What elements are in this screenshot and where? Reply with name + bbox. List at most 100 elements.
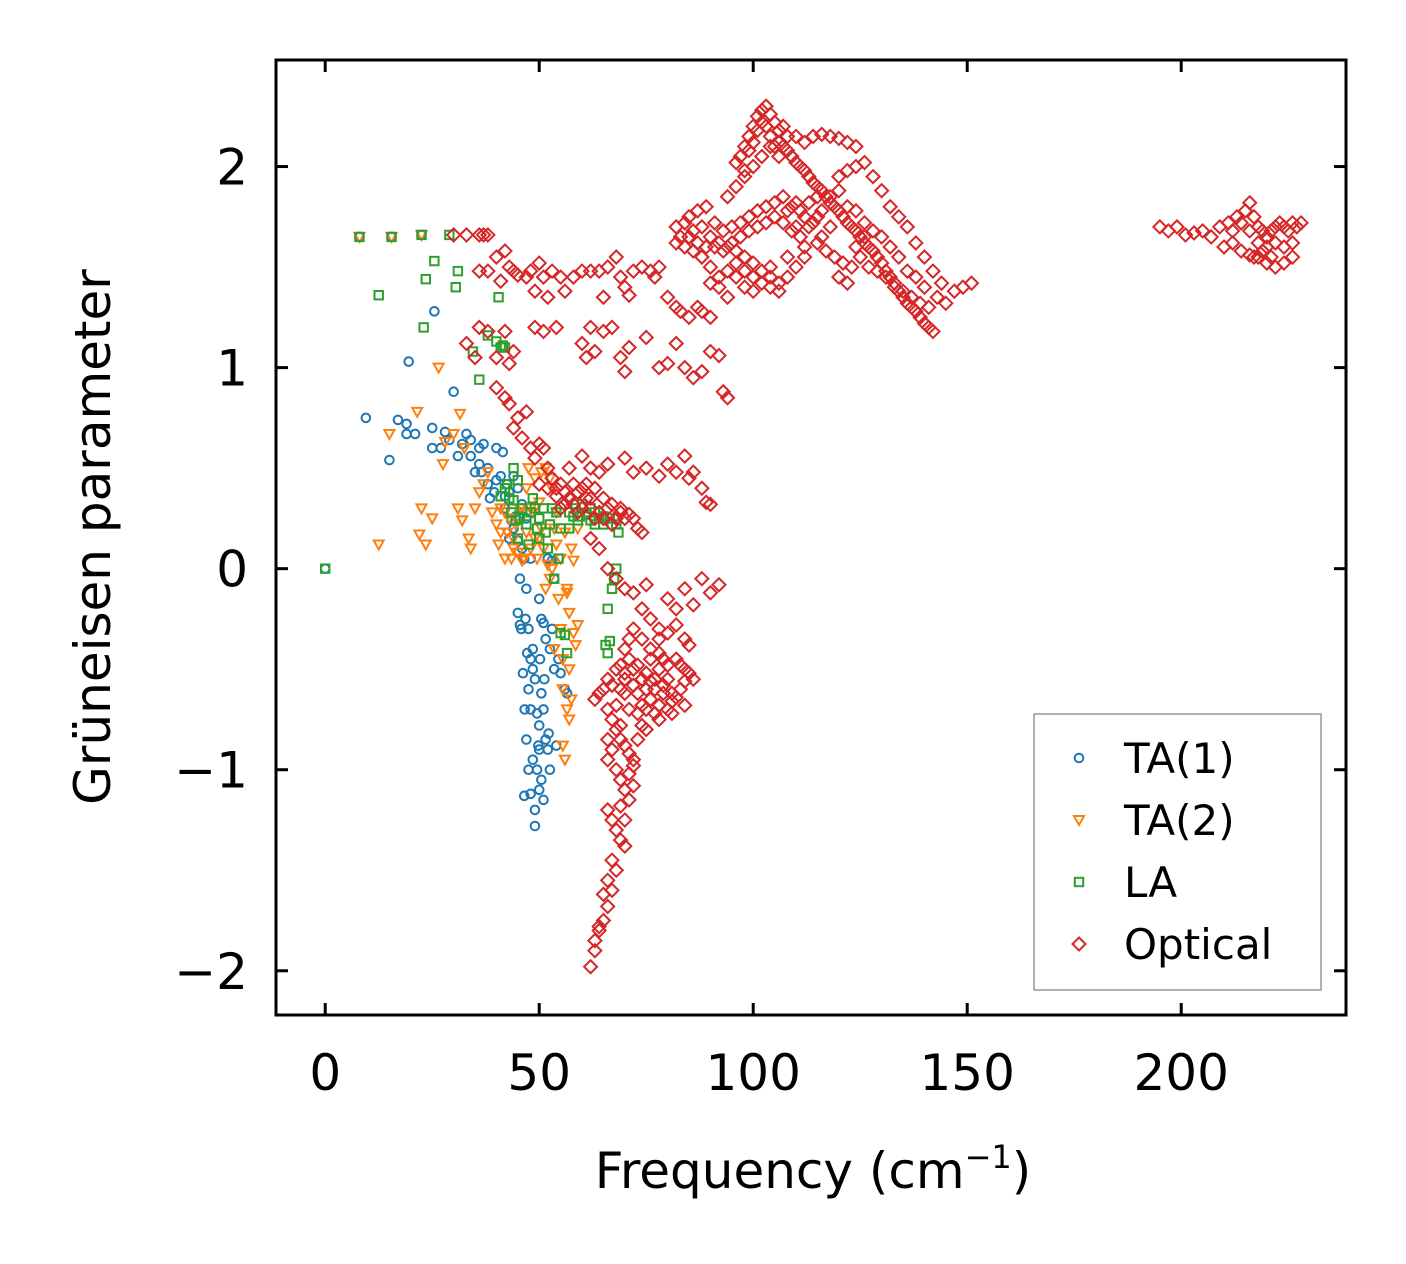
data-point bbox=[843, 259, 860, 275]
data-point bbox=[839, 134, 856, 151]
data-point bbox=[903, 289, 920, 306]
data-point bbox=[681, 637, 697, 653]
data-point bbox=[531, 476, 548, 493]
data-point bbox=[629, 705, 646, 722]
data-point bbox=[1233, 243, 1250, 259]
data-point bbox=[775, 188, 792, 205]
data-point bbox=[497, 446, 509, 458]
data-point bbox=[681, 229, 697, 245]
data-point bbox=[582, 263, 599, 280]
data-point bbox=[612, 349, 629, 366]
data-point bbox=[711, 279, 727, 296]
data-point bbox=[538, 617, 549, 629]
data-point bbox=[497, 243, 513, 259]
data-point bbox=[1258, 229, 1275, 245]
data-point bbox=[621, 791, 638, 808]
data-point bbox=[796, 249, 813, 265]
data-point bbox=[693, 218, 710, 235]
data-point bbox=[540, 633, 551, 645]
data-point bbox=[616, 812, 633, 828]
data-point bbox=[542, 744, 554, 755]
data-point bbox=[621, 339, 638, 356]
data-point bbox=[468, 503, 482, 516]
data-point bbox=[521, 583, 532, 595]
data-point bbox=[616, 450, 633, 466]
data-point bbox=[659, 657, 676, 674]
data-point bbox=[564, 694, 579, 707]
series-ta-1 bbox=[319, 229, 573, 832]
data-point bbox=[1241, 194, 1258, 211]
data-point bbox=[848, 239, 864, 255]
data-point bbox=[521, 463, 536, 476]
data-point bbox=[543, 728, 554, 739]
data-point bbox=[779, 269, 796, 286]
data-point bbox=[783, 222, 800, 239]
data-point bbox=[491, 474, 502, 486]
data-point bbox=[604, 496, 620, 513]
data-point bbox=[544, 519, 556, 530]
data-point bbox=[418, 322, 429, 333]
data-point bbox=[538, 794, 549, 806]
data-point bbox=[865, 243, 881, 259]
data-point bbox=[457, 443, 472, 456]
data-point bbox=[676, 239, 693, 255]
data-point bbox=[545, 563, 559, 576]
data-point bbox=[668, 235, 685, 251]
data-point bbox=[1241, 222, 1258, 239]
data-point bbox=[595, 289, 612, 306]
data-point bbox=[766, 194, 783, 211]
data-point bbox=[916, 279, 933, 296]
data-point bbox=[419, 539, 433, 552]
data-point bbox=[835, 255, 852, 271]
data-point bbox=[409, 428, 421, 440]
data-point bbox=[890, 283, 907, 300]
data-point bbox=[1276, 239, 1292, 255]
data-point bbox=[481, 467, 495, 480]
data-point bbox=[536, 688, 547, 699]
data-point bbox=[531, 764, 543, 776]
data-point bbox=[822, 188, 839, 205]
data-point bbox=[565, 269, 582, 286]
data-point bbox=[604, 882, 620, 899]
data-point bbox=[1169, 218, 1185, 235]
data-point bbox=[533, 740, 544, 751]
data-point bbox=[783, 198, 800, 215]
data-point bbox=[529, 673, 541, 685]
data-point bbox=[685, 464, 702, 481]
data-point bbox=[450, 281, 461, 293]
data-point bbox=[517, 667, 529, 679]
data-point bbox=[599, 456, 616, 473]
data-point bbox=[534, 533, 545, 544]
data-point bbox=[438, 437, 452, 450]
data-point bbox=[547, 644, 561, 657]
data-point bbox=[514, 430, 531, 446]
data-point bbox=[753, 275, 770, 292]
series-ta-2 bbox=[352, 229, 585, 767]
data-point bbox=[651, 621, 667, 637]
data-point bbox=[1216, 239, 1232, 255]
data-point bbox=[659, 590, 676, 607]
data-point bbox=[586, 691, 603, 708]
data-point bbox=[625, 777, 642, 794]
data-point bbox=[562, 607, 576, 620]
data-point bbox=[479, 323, 496, 340]
data-point bbox=[604, 516, 620, 533]
data-point bbox=[668, 299, 685, 316]
data-point bbox=[625, 621, 642, 637]
data-point bbox=[882, 198, 899, 215]
data-point bbox=[604, 677, 620, 694]
data-point bbox=[523, 764, 534, 776]
data-point bbox=[551, 593, 566, 606]
data-point bbox=[492, 273, 509, 290]
data-point bbox=[625, 464, 642, 481]
data-point bbox=[533, 784, 545, 796]
data-point bbox=[562, 664, 576, 677]
data-point bbox=[719, 239, 736, 255]
data-point bbox=[800, 218, 817, 235]
series-optical bbox=[445, 98, 1309, 975]
data-point bbox=[629, 657, 646, 674]
data-point bbox=[616, 685, 633, 702]
data-point bbox=[629, 731, 646, 748]
data-point bbox=[719, 389, 736, 406]
data-point bbox=[770, 275, 787, 292]
